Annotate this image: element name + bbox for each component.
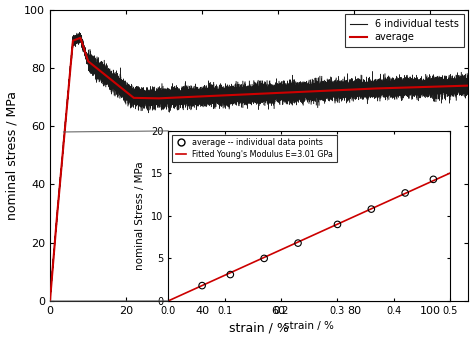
- Point: [334, 222, 341, 227]
- Point: [401, 190, 409, 196]
- Point: [367, 206, 375, 212]
- Point: [294, 240, 302, 246]
- X-axis label: strain / %: strain / %: [284, 321, 334, 331]
- Y-axis label: nominal stress / MPa: nominal stress / MPa: [6, 91, 18, 220]
- Point: [429, 177, 437, 182]
- Point: [227, 272, 234, 277]
- Point: [198, 283, 206, 288]
- Y-axis label: nominal Stress / MPa: nominal Stress / MPa: [136, 162, 146, 270]
- X-axis label: strain / %: strain / %: [229, 321, 289, 335]
- Point: [260, 256, 268, 261]
- Legend: average -- individual data points, Fitted Young's Modulus E=3.01 GPa: average -- individual data points, Fitte…: [172, 135, 337, 162]
- Legend: 6 individual tests, average: 6 individual tests, average: [345, 14, 464, 47]
